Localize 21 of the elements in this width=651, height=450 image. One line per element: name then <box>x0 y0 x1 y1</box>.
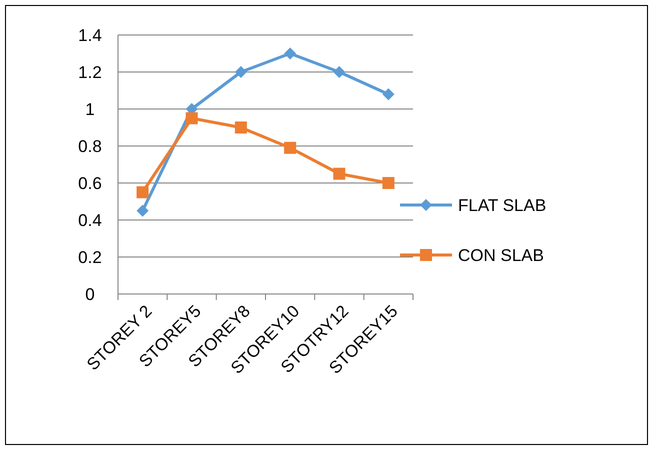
point <box>186 112 198 124</box>
y-tick-label: 1.4 <box>78 26 102 45</box>
point <box>333 168 346 180</box>
point <box>382 177 394 189</box>
point <box>136 186 149 198</box>
y-tick-label: 0.2 <box>78 248 102 267</box>
point <box>136 204 149 217</box>
y-tick-label: 1 <box>85 100 95 119</box>
y-tick-label: 0.6 <box>78 174 102 193</box>
y-tick-label: 0.8 <box>78 136 102 156</box>
point <box>284 142 296 154</box>
legend-label: CON SLAB <box>458 246 544 265</box>
point <box>234 122 247 134</box>
point <box>382 88 394 100</box>
legend-label: FLAT SLAB <box>458 196 546 215</box>
y-tick-label: 0 <box>85 284 95 304</box>
y-tick-label: 0.4 <box>78 210 102 230</box>
y-tick-label: 1.2 <box>78 62 102 82</box>
point <box>234 66 247 78</box>
point <box>284 48 296 60</box>
point <box>333 66 346 78</box>
